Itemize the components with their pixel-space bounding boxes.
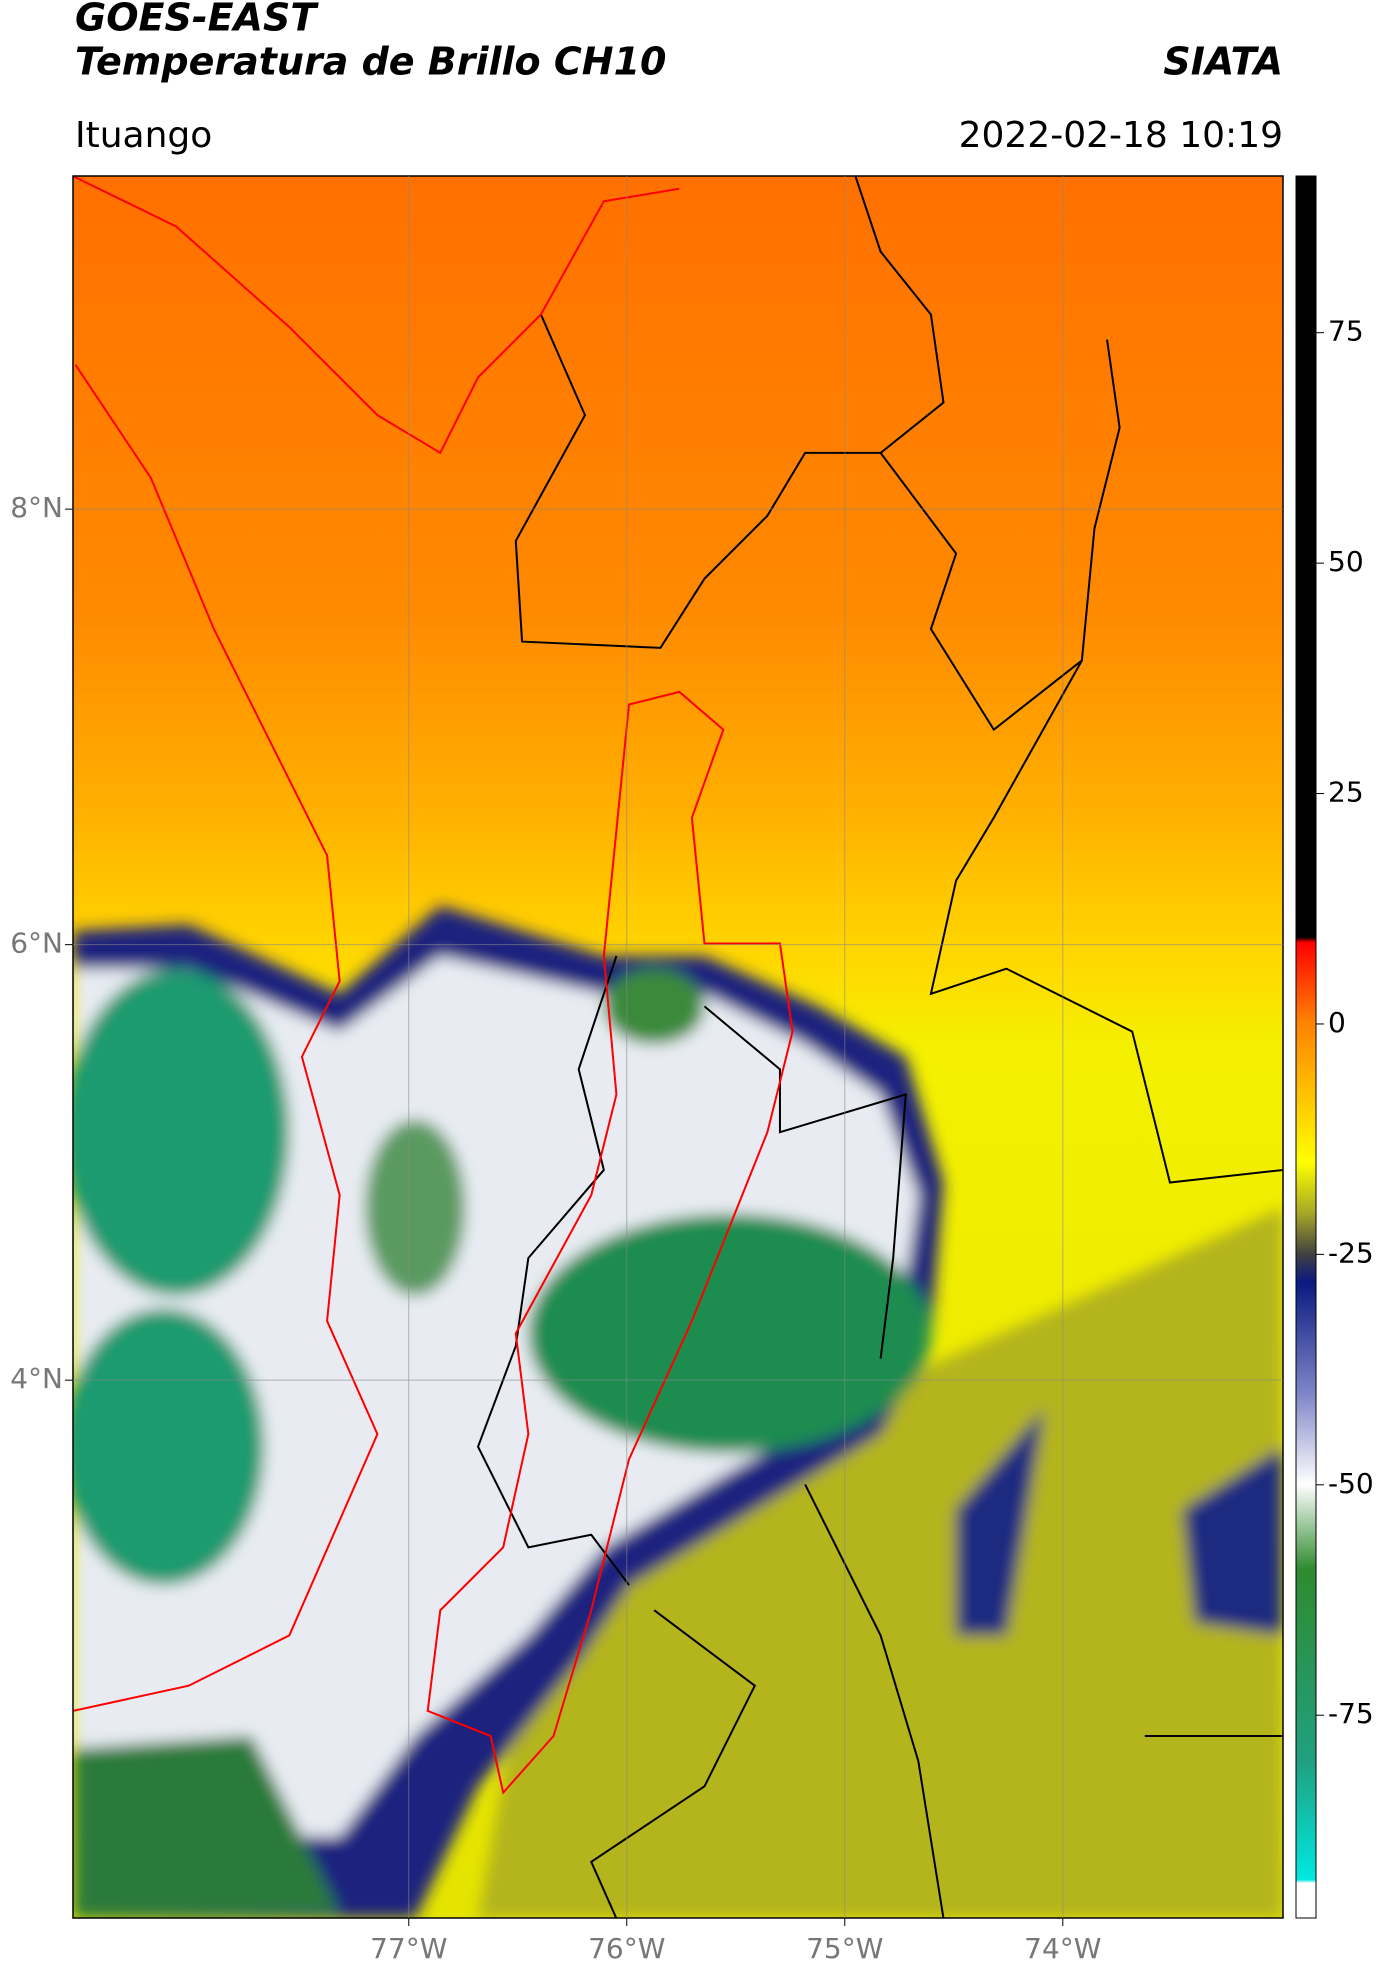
x-tick-label: 76°W (588, 1932, 665, 1965)
colorbar-tick-label: -50 (1328, 1467, 1374, 1500)
colorbar-tick-label: -75 (1328, 1697, 1374, 1730)
x-tick-label: 75°W (806, 1932, 883, 1965)
datetime: 2022-02-18 10:19 (959, 115, 1283, 156)
location: Ituango (75, 115, 212, 156)
title: GOES-EAST (75, 0, 319, 40)
map-image (73, 176, 1283, 1918)
y-tick-label: 4°N (10, 1362, 63, 1395)
colorbar-tick-label: 25 (1328, 776, 1364, 809)
subtitle: Temperatura de Brillo CH10 (75, 40, 666, 84)
x-tick-label: 77°W (370, 1932, 447, 1965)
colorbar-tick-label: 0 (1328, 1006, 1346, 1039)
colorbar (1295, 175, 1317, 1919)
colorbar-tick-label: 75 (1328, 315, 1364, 348)
colorbar-tick-label: 50 (1328, 545, 1364, 578)
x-tick-label: 74°W (1024, 1932, 1101, 1965)
map-frame (72, 175, 1284, 1919)
y-tick-label: 6°N (10, 927, 63, 960)
colorbar-tick-label: -25 (1328, 1236, 1374, 1269)
y-tick-label: 8°N (10, 491, 63, 524)
source: SIATA (1163, 40, 1283, 84)
